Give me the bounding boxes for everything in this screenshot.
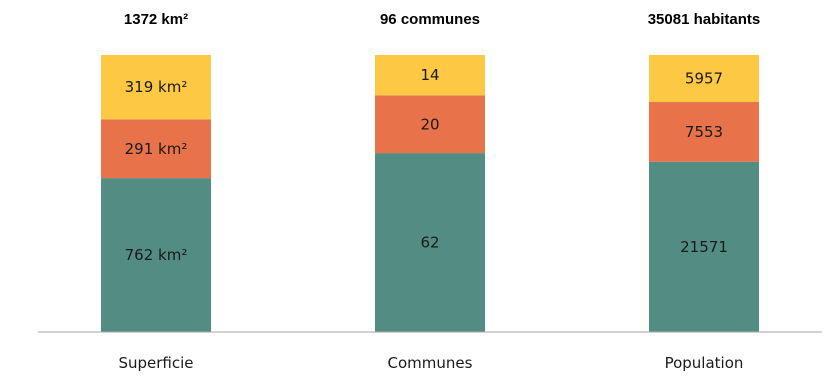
data-label-superficie-2: 319 km²	[125, 78, 188, 96]
bar-segment-communes-1	[375, 95, 485, 154]
bar-segment-superficie-2	[101, 55, 211, 120]
total-label-superficie: 1372 km²	[124, 11, 188, 28]
bar-segment-population-0	[649, 161, 759, 332]
category-label-communes: Communes	[388, 354, 473, 372]
data-label-superficie-1: 291 km²	[125, 140, 188, 158]
data-label-communes-0: 62	[420, 234, 439, 252]
bars-group	[101, 55, 759, 332]
labels-group: 762 km² 291 km² 319 km² 1372 km² Superficie 6…	[118, 11, 760, 372]
data-label-population-0: 21571	[680, 238, 728, 256]
total-label-population: 35081 habitants	[648, 11, 761, 28]
bar-segment-communes-2	[375, 55, 485, 96]
data-label-communes-2: 14	[420, 66, 439, 84]
category-label-population: Population	[665, 354, 744, 372]
category-label-superficie: Superficie	[118, 354, 193, 372]
total-label-communes: 96 communes	[380, 11, 480, 28]
data-label-population-1: 7553	[685, 123, 723, 141]
data-label-superficie-0: 762 km²	[125, 246, 188, 264]
bar-segment-population-1	[649, 102, 759, 162]
bar-segment-population-2	[649, 55, 759, 103]
bar-segment-communes-0	[375, 153, 485, 332]
data-label-population-2: 5957	[685, 70, 723, 88]
bar-segment-superficie-0	[101, 178, 211, 332]
data-label-communes-1: 20	[420, 115, 439, 133]
bar-segment-superficie-1	[101, 119, 211, 179]
